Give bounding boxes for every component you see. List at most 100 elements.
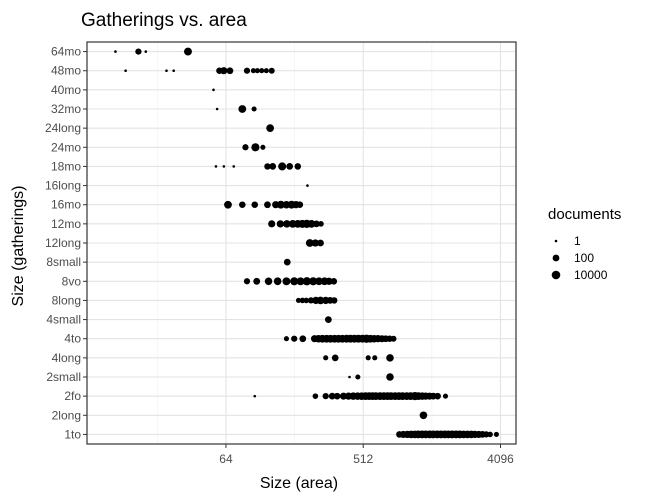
y-tick-label: 2long — [52, 408, 81, 422]
data-point — [487, 431, 493, 438]
y-tick-label: 24long — [45, 121, 81, 135]
y-tick-label: 32mo — [51, 102, 81, 116]
data-point — [419, 411, 428, 420]
data-point — [316, 296, 325, 305]
y-tick-label: 2fo — [64, 389, 81, 403]
data-point — [278, 162, 287, 171]
data-point — [286, 163, 294, 170]
data-point — [372, 355, 378, 361]
data-point — [260, 144, 266, 150]
data-point — [238, 105, 247, 113]
data-point — [239, 201, 246, 208]
y-tick-label: 8vo — [62, 274, 82, 288]
data-point — [311, 239, 320, 247]
data-point — [303, 297, 310, 304]
data-point — [442, 393, 449, 399]
data-point — [269, 163, 277, 170]
data-point — [251, 143, 260, 152]
data-point — [276, 220, 285, 228]
x-tick-label: 512 — [353, 452, 373, 466]
y-tick-label: 64mo — [51, 45, 81, 59]
data-point — [306, 184, 309, 187]
data-point — [222, 165, 226, 168]
data-point — [135, 48, 142, 55]
legend-title: documents — [548, 206, 621, 223]
data-point — [493, 431, 499, 437]
data-point — [183, 47, 192, 56]
data-point — [264, 277, 273, 286]
data-point — [165, 69, 168, 73]
legend-label: 100 — [574, 251, 594, 265]
data-point — [214, 165, 218, 168]
data-point — [434, 392, 441, 400]
data-point — [243, 278, 251, 285]
data-point — [307, 219, 316, 228]
legend-key — [554, 239, 558, 243]
y-tick-label: 48mo — [51, 64, 81, 78]
y-tick-label: 1to — [64, 427, 81, 441]
data-point — [296, 201, 304, 209]
data-point — [325, 277, 333, 285]
legend-key — [551, 270, 561, 280]
y-tick-label: 16long — [45, 179, 81, 193]
x-axis-tick-labels: 64 512 4096 — [219, 444, 514, 466]
plot-panel — [86, 41, 517, 445]
y-tick-label: 40mo — [51, 83, 81, 97]
data-point — [282, 277, 291, 286]
data-point — [302, 277, 312, 286]
data-point — [251, 201, 259, 208]
data-point — [114, 50, 117, 53]
y-tick-label: 12mo — [51, 217, 81, 231]
data-point — [348, 375, 351, 379]
y-tick-label: 24mo — [51, 140, 81, 154]
data-point — [250, 68, 256, 74]
legend-label: 10000 — [574, 268, 608, 282]
data-point — [242, 144, 249, 151]
y-tick-label: 4small — [46, 313, 81, 327]
data-point — [144, 50, 148, 53]
x-tick-label: 64 — [219, 452, 233, 466]
data-point — [328, 392, 336, 400]
legend: documents 1 100 10000 — [548, 206, 621, 282]
y-tick-label: 8long — [52, 293, 81, 307]
data-point — [309, 277, 318, 286]
data-point — [325, 316, 332, 323]
data-point — [290, 277, 299, 286]
y-tick-label: 18mo — [51, 159, 81, 173]
data-point — [124, 69, 127, 73]
data-point — [253, 277, 261, 285]
data-point — [318, 221, 324, 227]
y-tick-label: 4long — [52, 351, 81, 365]
y-axis-title: Size (gatherings) — [10, 186, 27, 307]
data-point — [224, 200, 232, 209]
data-point — [295, 297, 302, 303]
data-point — [253, 394, 257, 398]
data-point — [276, 200, 285, 209]
legend-key — [552, 254, 560, 262]
x-axis-title: Size (area) — [260, 475, 338, 492]
data-point — [268, 220, 276, 228]
data-point — [283, 336, 289, 342]
data-point — [355, 374, 361, 380]
data-point — [386, 354, 394, 362]
data-point — [331, 297, 338, 304]
data-point — [215, 107, 219, 111]
data-point — [386, 373, 394, 381]
y-tick-label: 4to — [64, 332, 81, 346]
y-tick-label: 12long — [45, 236, 81, 250]
data-point — [323, 355, 329, 361]
data-point — [251, 106, 257, 112]
data-point — [243, 67, 251, 74]
data-point — [315, 277, 323, 286]
data-point — [264, 201, 271, 209]
data-point — [305, 239, 314, 247]
legend-label: 1 — [574, 234, 581, 248]
data-point — [273, 277, 282, 286]
data-point — [283, 258, 291, 266]
data-point — [299, 335, 307, 343]
data-point — [307, 297, 315, 304]
data-points — [114, 47, 499, 439]
data-point — [268, 67, 275, 74]
data-point — [294, 163, 302, 170]
y-tick-label: 2small — [46, 370, 81, 384]
